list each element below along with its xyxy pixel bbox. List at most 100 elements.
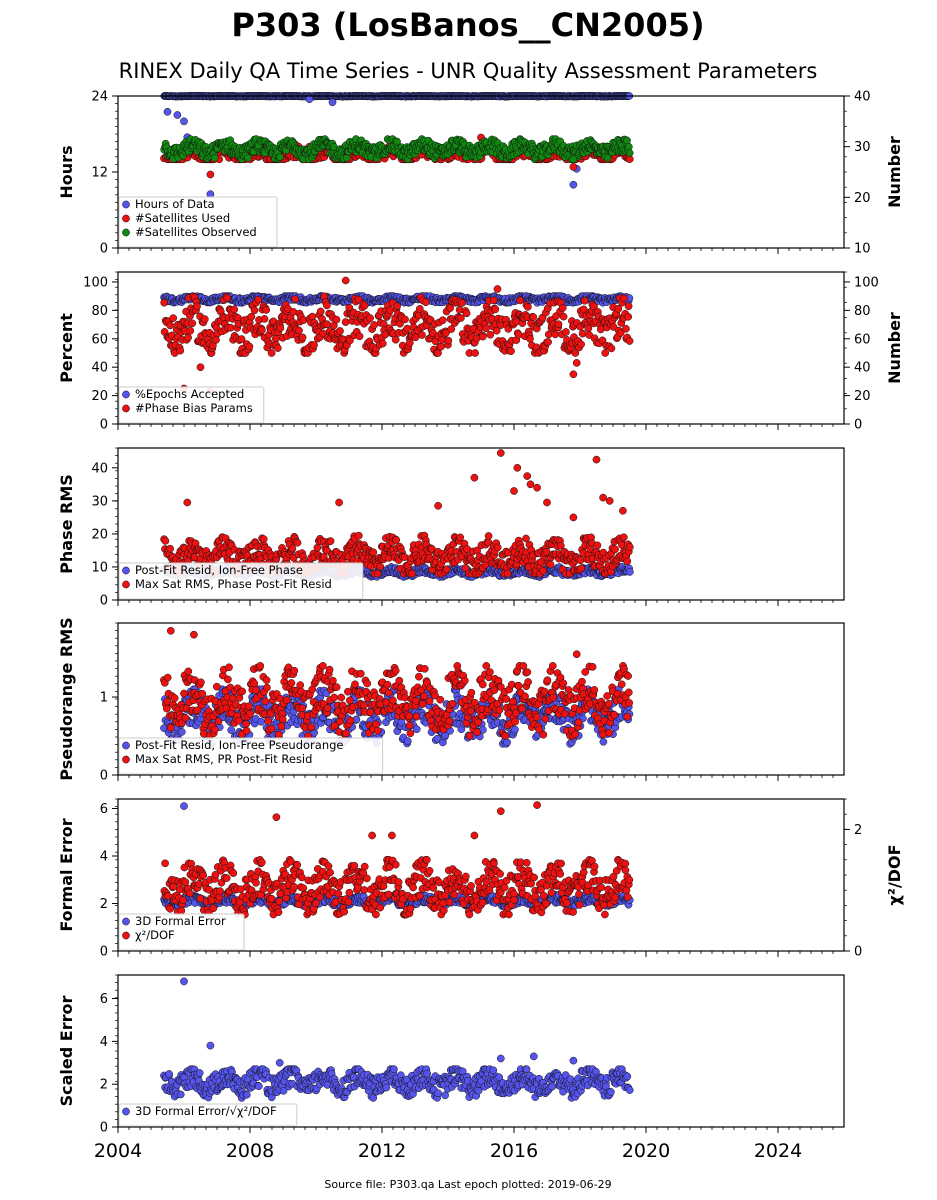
data-point-outlier [206, 170, 215, 179]
series-points [160, 276, 634, 396]
data-point [624, 312, 633, 321]
data-point-outlier [599, 493, 607, 502]
data-point [376, 562, 385, 571]
y-axis-label: Phase RMS [57, 474, 76, 574]
data-point [457, 314, 465, 322]
data-point [529, 313, 538, 321]
y-tick-label: 40 [91, 461, 108, 476]
data-point [491, 305, 500, 314]
data-point [291, 295, 299, 303]
y-tick-label: 60 [91, 332, 108, 347]
data-point [267, 349, 276, 357]
data-point [161, 537, 170, 545]
data-point-outlier [572, 359, 581, 367]
data-point-outlier [163, 107, 172, 116]
series-points [160, 449, 634, 581]
y-right-tick-label: 80 [854, 304, 871, 319]
y-tick-label: 100 [83, 275, 108, 290]
legend-label: Post-Fit Resid, Ion-Free Phase [135, 563, 303, 577]
data-point [259, 535, 268, 543]
data-point [366, 314, 374, 322]
data-point [411, 333, 420, 342]
data-point [484, 532, 493, 540]
data-point [370, 321, 378, 329]
data-point-outlier [510, 487, 518, 495]
data-point [200, 315, 209, 323]
data-point [539, 567, 547, 575]
data-point [493, 543, 502, 552]
data-point-outlier [305, 95, 314, 104]
data-point [503, 569, 512, 578]
data-point [620, 294, 628, 303]
data-point [437, 342, 445, 351]
data-point [223, 294, 232, 302]
legend-marker [122, 404, 130, 413]
data-point [554, 320, 563, 329]
y-right-tick-label: 40 [854, 361, 871, 376]
data-point [257, 717, 266, 726]
y-right-tick-label: 20 [854, 389, 871, 404]
data-point [624, 302, 633, 311]
legend-label: #Satellites Observed [135, 225, 257, 239]
legend-marker [122, 566, 130, 575]
data-point [360, 301, 369, 310]
data-point [577, 340, 585, 349]
data-point [227, 726, 236, 734]
y-tick-label: 0 [100, 594, 108, 609]
series-points [160, 626, 634, 748]
y-right-tick-label: 10 [854, 242, 871, 257]
data-point-outlier [183, 498, 192, 507]
data-point [622, 324, 630, 333]
data-point [438, 316, 447, 325]
data-point-outlier [543, 498, 551, 507]
data-point [601, 349, 610, 357]
data-point [577, 564, 586, 573]
y-tick-label: 40 [91, 361, 108, 376]
data-point [478, 332, 487, 341]
legend-marker [122, 200, 130, 209]
data-point [625, 543, 634, 551]
data-point-outlier [569, 155, 578, 164]
y-right-tick-label: 30 [854, 140, 871, 155]
series-points [160, 92, 634, 199]
data-point [166, 544, 174, 553]
data-point [212, 336, 220, 344]
data-point [607, 344, 616, 353]
data-point [250, 306, 259, 315]
data-point [456, 533, 465, 542]
data-point-outlier [569, 513, 578, 522]
data-point-outlier [569, 180, 578, 189]
data-point [332, 315, 341, 324]
data-point [444, 336, 453, 345]
y-right-axis-label: Number [885, 136, 904, 208]
data-point [276, 153, 284, 161]
data-point-outlier [526, 480, 535, 489]
data-point [393, 302, 401, 311]
data-point [562, 328, 570, 336]
data-point-outlier [470, 473, 479, 482]
data-point [316, 307, 325, 316]
data-point-outlier [569, 370, 578, 379]
data-point [393, 137, 401, 146]
data-point [418, 331, 426, 339]
data-point [230, 305, 239, 314]
data-point [260, 315, 269, 323]
y-tick-label: 12 [91, 166, 108, 181]
y-right-tick-label: 60 [854, 332, 871, 347]
data-point [516, 296, 525, 305]
legend-label: #Satellites Used [135, 211, 230, 225]
data-point [244, 154, 252, 162]
data-point [391, 335, 400, 344]
data-point [408, 569, 416, 578]
data-point [403, 324, 412, 333]
legend-label: %Epochs Accepted [135, 387, 244, 401]
data-point [559, 312, 568, 321]
data-point [160, 298, 169, 307]
legend-marker [122, 228, 130, 237]
data-point [169, 314, 178, 322]
y-right-tick-label: 40 [854, 90, 871, 105]
